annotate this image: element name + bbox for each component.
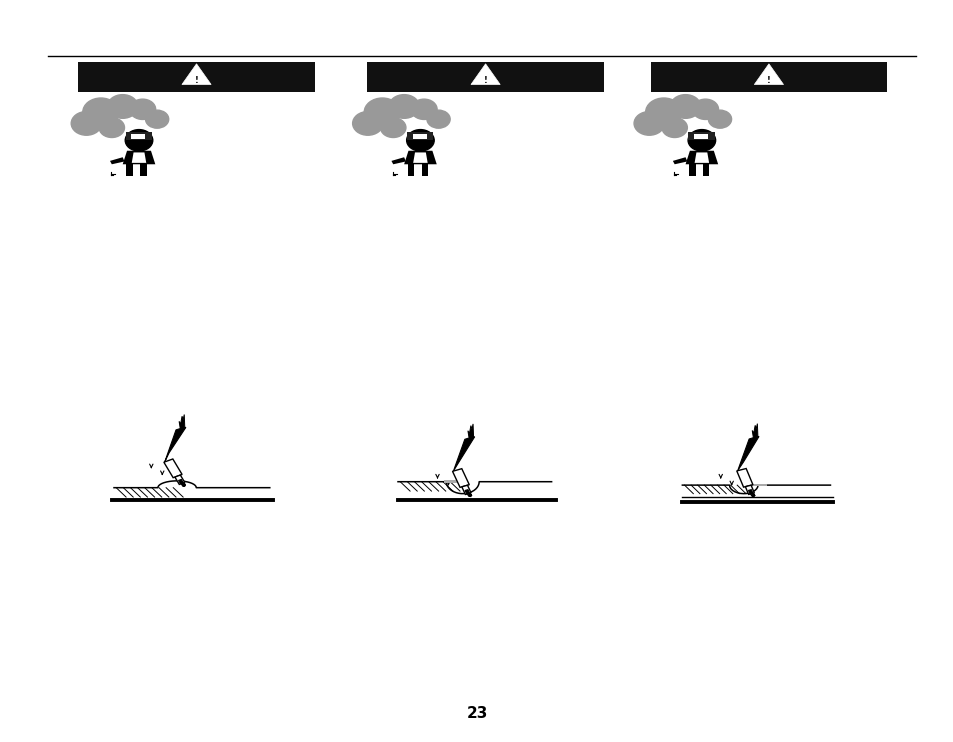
Polygon shape [165, 427, 186, 462]
Polygon shape [754, 64, 782, 85]
Circle shape [708, 110, 731, 128]
Polygon shape [174, 475, 185, 485]
Polygon shape [453, 437, 475, 471]
Polygon shape [467, 424, 473, 438]
Polygon shape [178, 479, 183, 484]
Circle shape [125, 130, 152, 151]
Circle shape [692, 99, 718, 119]
Polygon shape [737, 436, 759, 470]
Bar [132, 134, 145, 139]
Bar [367, 62, 603, 92]
Bar [421, 164, 428, 176]
Text: 23: 23 [466, 706, 487, 721]
Bar [744, 484, 766, 487]
Polygon shape [413, 152, 427, 162]
Bar [688, 132, 714, 140]
Bar [126, 164, 132, 176]
Bar [413, 134, 426, 139]
Circle shape [645, 98, 681, 126]
Text: !: ! [766, 76, 770, 85]
Bar [126, 132, 152, 140]
Polygon shape [465, 490, 469, 494]
Bar [694, 134, 707, 139]
Polygon shape [672, 157, 686, 164]
Polygon shape [736, 468, 752, 487]
Circle shape [427, 110, 450, 128]
Polygon shape [391, 157, 406, 164]
Circle shape [411, 99, 436, 119]
Bar [444, 480, 468, 483]
Text: !: ! [194, 76, 198, 85]
Text: !: ! [483, 76, 487, 85]
Circle shape [353, 111, 383, 135]
Polygon shape [452, 469, 469, 487]
Circle shape [130, 99, 155, 119]
Polygon shape [694, 152, 708, 162]
Circle shape [108, 95, 138, 118]
Circle shape [389, 95, 419, 118]
Polygon shape [471, 64, 499, 85]
Circle shape [634, 111, 664, 135]
Polygon shape [123, 151, 155, 164]
Polygon shape [685, 151, 718, 164]
Polygon shape [182, 64, 211, 85]
Bar [140, 164, 147, 176]
Circle shape [71, 111, 102, 135]
Circle shape [661, 118, 686, 137]
Bar [688, 164, 695, 176]
Circle shape [406, 130, 434, 151]
Polygon shape [751, 424, 757, 437]
Bar [702, 164, 709, 176]
Circle shape [146, 110, 169, 128]
Circle shape [670, 95, 700, 118]
Polygon shape [748, 490, 752, 494]
Circle shape [99, 118, 124, 137]
Bar [78, 62, 314, 92]
Polygon shape [461, 485, 471, 494]
Polygon shape [110, 157, 124, 164]
Polygon shape [164, 459, 182, 478]
Bar [407, 132, 433, 140]
Circle shape [380, 118, 406, 137]
Polygon shape [132, 152, 146, 162]
Polygon shape [744, 485, 754, 494]
Polygon shape [179, 415, 185, 428]
Bar [407, 164, 414, 176]
Circle shape [83, 98, 119, 126]
Polygon shape [404, 151, 436, 164]
Circle shape [687, 130, 715, 151]
Circle shape [364, 98, 400, 126]
Bar [650, 62, 886, 92]
